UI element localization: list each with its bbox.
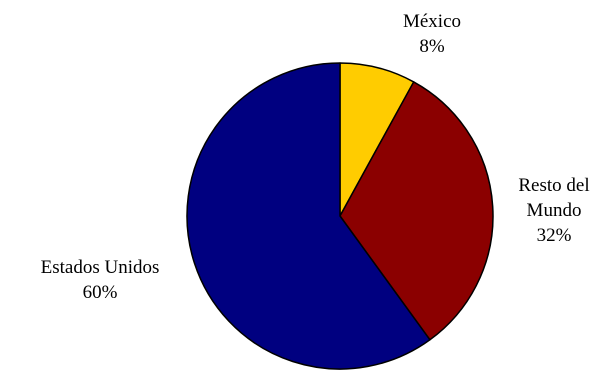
slice-label-resto-line1: Resto del	[518, 175, 590, 196]
pie-slice-estados-unidos	[186, 62, 431, 370]
pie-slice-resto-del-mundo	[339, 81, 494, 341]
slice-label-mexico-name: México	[402, 11, 462, 32]
slice-label-mexico-value: 8%	[419, 36, 445, 57]
slice-label-resto-line2: Mundo	[526, 200, 582, 221]
slice-label-usa-value: 60%	[82, 282, 118, 303]
slice-label-mexico: México 8%	[392, 9, 472, 59]
slice-label-usa-name: Estados Unidos	[40, 257, 160, 278]
slice-label-resto-del-mundo: Resto del Mundo 32%	[499, 173, 605, 248]
slice-label-resto-value: 32%	[536, 225, 572, 246]
slice-label-estados-unidos: Estados Unidos 60%	[10, 255, 190, 305]
